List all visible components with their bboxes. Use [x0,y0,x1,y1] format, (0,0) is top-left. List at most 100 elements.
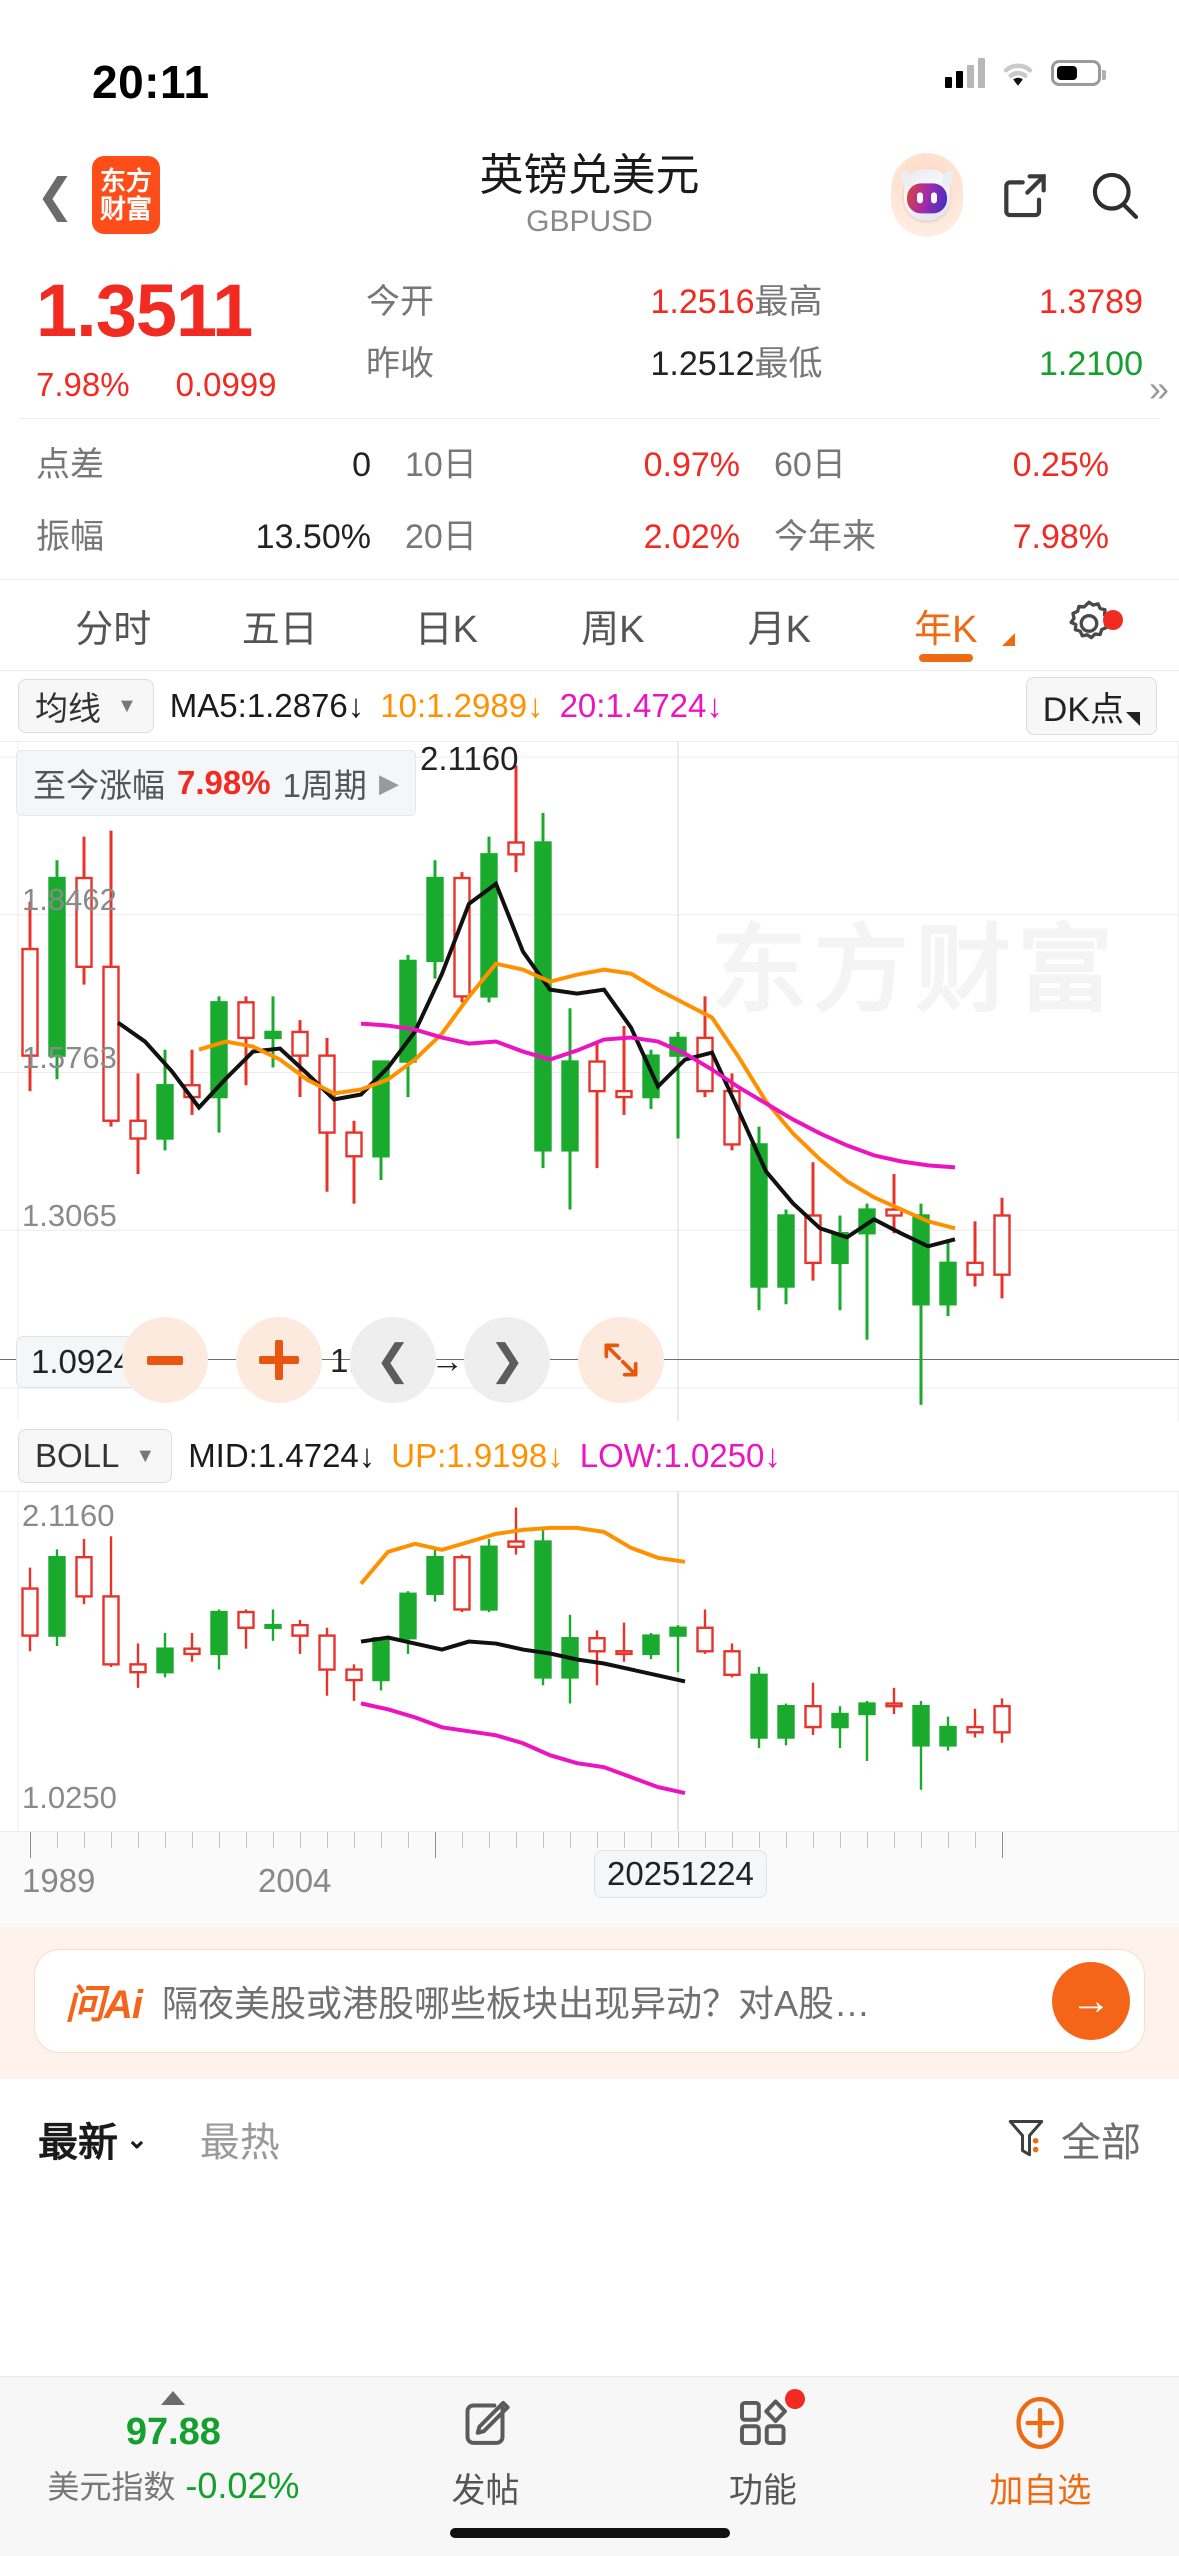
chart-settings-button[interactable] [1029,594,1149,656]
quote-label: 最低 [754,345,823,383]
edit-icon [465,2400,511,2445]
back-chevron-icon[interactable]: ❮ [36,169,75,221]
sort-latest-label: 最新 [38,2121,118,2165]
y-axis-top-label: 2.1160 [420,741,519,777]
tab-wuri[interactable]: 五日 [197,580,364,670]
quote-label: 今开 [366,283,434,321]
sub-y-top-label: 2.1160 [22,1498,115,1533]
change-percent: 7.98% [36,366,130,403]
ma10-value: 10:1.2989↓ [380,687,544,724]
ai-question-text: 隔夜美股或港股哪些板块出现异动？对A股… [162,1983,871,2024]
zoom-out-button[interactable] [122,1317,208,1403]
ma-selector[interactable]: 均线 ▼ [18,679,154,733]
play-arrow-icon: ▶ [378,767,399,798]
usd-index-value: 97.88 [125,2411,221,2453]
quote-value: 1.2516 [650,283,755,321]
ma20-value: 20:1.4724↓ [559,687,723,724]
plus-circle-icon [1016,2397,1064,2449]
functions-button[interactable]: 功能 [624,2389,901,2512]
usd-index-label: 美元指数 [47,2469,176,2505]
quote-col-2: 最高 1.3789 最低 1.2100 [755,268,1144,392]
bottom-bar: 97.88 美元指数 -0.02% 发帖 [0,2376,1179,2556]
stat-label: 点差 [36,445,104,484]
tab-fenshi[interactable]: 分时 [30,580,197,670]
stat-cell: 60日 0.25% [774,437,1143,486]
quote-row: 最低 1.2100 [755,330,1144,392]
comment-filter-row: 最新 ⌄ 最热 全部 [0,2079,1179,2199]
filter-all-button[interactable]: 全部 [1005,2110,1141,2168]
chevron-right-icon: ❯ [489,1336,525,1383]
stat-value: 2.02% [643,517,740,556]
logo-line1: 东方 [99,165,152,196]
share-icon[interactable] [997,167,1053,223]
search-icon[interactable] [1087,167,1143,223]
app-logo[interactable]: 东方 财富 [92,156,160,234]
fullscreen-button[interactable] [578,1317,664,1403]
stat-value: 0 [352,445,371,484]
crosshair-date-badge: 20251224 [594,1850,767,1898]
boll-low-value: LOW:1.0250↓ [579,1437,781,1474]
quote-col-1: 今开 1.2516 昨收 1.2512 [366,268,755,392]
filter-icon [1008,2120,1044,2157]
expand-arrows-icon [604,1343,638,1377]
period-tabs: 分时 五日 日K 周K 月K 年K [0,579,1179,671]
boll-selector[interactable]: BOLL ▼ [18,1429,173,1483]
current-price: 1.3511 [36,269,253,352]
signal-bars-icon [945,58,985,88]
y-axis-label-2: 1.8462 [22,882,117,917]
stat-cell: 10日 0.97% [405,437,774,486]
quote-row: 今开 1.2516 [366,268,755,330]
status-bar: 20:11 [0,0,1179,140]
wifi-icon [1003,63,1033,86]
tab-monthly-k[interactable]: 月K [696,580,863,670]
gain-period: 1周期 [282,767,367,804]
candlestick-canvas [0,742,1179,1421]
y-axis-label-3: 1.5763 [22,1040,117,1075]
chevron-double-right-icon[interactable]: » [1148,368,1169,409]
sort-hottest[interactable]: 最热 [200,2110,280,2168]
change-absolute: 0.0999 [175,366,277,403]
zoom-in-button[interactable] [236,1317,322,1403]
ai-logo: 问Ai [65,1983,143,2027]
dk-point-label: DK点 [1042,690,1124,729]
home-indicator [449,2528,730,2538]
stat-cell: 振幅 13.50% [36,509,405,558]
tab-weekly-k[interactable]: 周K [530,580,697,670]
tab-label: 五日 [241,608,318,651]
y-axis-label-4: 1.3065 [22,1198,117,1233]
chart-gain-tooltip[interactable]: 至今涨幅 7.98% 1周期 ▶ [16,750,416,816]
stat-value: 0.25% [1012,445,1109,484]
boll-sub-chart[interactable]: 2.1160 1.0250 [0,1491,1179,1831]
sort-latest[interactable]: 最新 ⌄ [38,2110,148,2168]
stat-label: 20日 [405,517,477,556]
pan-left-button[interactable]: ❮ [350,1317,436,1403]
post-button[interactable]: 发帖 [347,2391,624,2512]
tab-label: 分时 [75,608,152,651]
minus-icon [147,1355,183,1365]
battery-icon [1051,60,1106,86]
plus-icon [259,1340,299,1380]
stat-value: 13.50% [255,517,371,556]
stat-label: 60日 [774,445,846,484]
quote-value: 1.2512 [650,345,755,383]
stat-label: 振幅 [36,517,104,556]
ai-banner[interactable]: 问Ai 隔夜美股或港股哪些板块出现异动？对A股… → [34,1949,1145,2053]
boll-up-value: UP:1.9198↓ [391,1437,564,1474]
main-candlestick-chart[interactable]: 东方财富 至今涨幅 7.98% 1周期 ▶ 2.1160 1.8462 1.57… [0,741,1179,1421]
ai-robot-avatar-icon[interactable] [891,153,963,237]
tab-daily-k[interactable]: 日K [363,580,530,670]
usd-index-widget[interactable]: 97.88 美元指数 -0.02% [0,2391,347,2508]
arrow-right-icon[interactable]: → [1052,1962,1130,2040]
chevron-down-icon: ▼ [117,694,137,717]
stat-label: 10日 [405,445,477,484]
dk-point-button[interactable]: DK点 [1025,677,1157,735]
notification-dot [1103,610,1123,630]
corner-triangle-icon [1126,712,1140,726]
tab-label: 年K [914,608,978,651]
functions-label: 功能 [728,2472,797,2510]
pan-right-button[interactable]: ❯ [464,1317,550,1403]
tab-yearly-k[interactable]: 年K [863,580,1030,670]
add-watchlist-button[interactable]: 加自选 [902,2391,1179,2512]
sub-y-bottom-label: 1.0250 [22,1780,117,1815]
